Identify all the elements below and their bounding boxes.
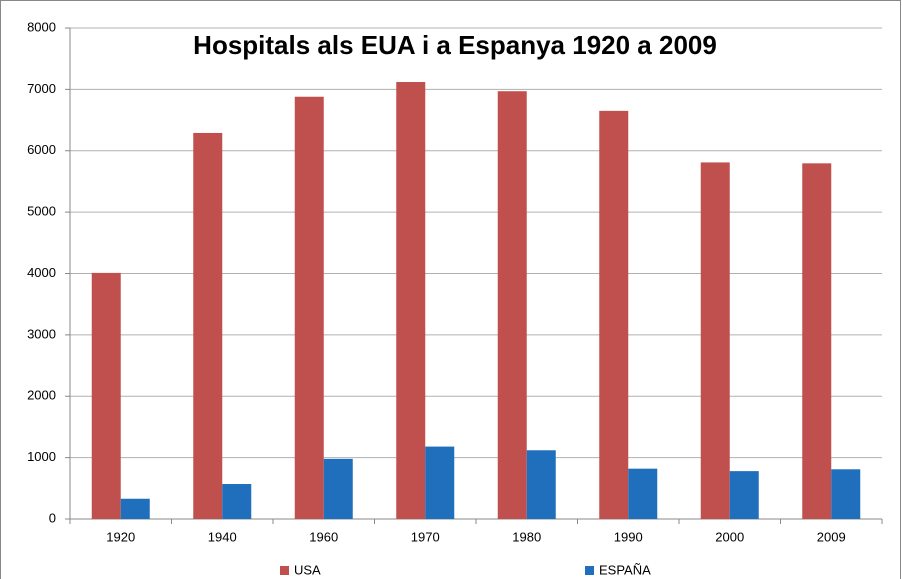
x-tick-label: 1920 xyxy=(106,529,135,544)
legend-swatch xyxy=(585,566,594,575)
y-tick-label: 2000 xyxy=(27,388,56,403)
y-tick-label: 7000 xyxy=(27,81,56,96)
x-tick-label: 1960 xyxy=(309,529,338,544)
x-tick-label: 1970 xyxy=(411,529,440,544)
bar xyxy=(396,82,426,519)
y-tick-label: 1000 xyxy=(27,449,56,464)
bar xyxy=(628,468,658,519)
y-tick-label: 8000 xyxy=(27,19,56,34)
bar xyxy=(497,91,527,519)
legend-label: ESPAÑA xyxy=(599,562,651,577)
bar xyxy=(526,450,556,519)
x-tick-label: 1990 xyxy=(614,529,643,544)
bar xyxy=(802,163,832,519)
bar xyxy=(294,96,324,520)
bar xyxy=(323,458,353,519)
bar xyxy=(729,471,759,519)
x-tick-label: 1940 xyxy=(208,529,237,544)
bar xyxy=(91,272,121,519)
legend-label: USA xyxy=(294,562,321,577)
x-tick-label: 2009 xyxy=(817,529,846,544)
bar xyxy=(193,132,223,520)
x-tick-label: 1980 xyxy=(512,529,541,544)
bar xyxy=(831,469,861,519)
chart-title: Hospitals als EUA i a Espanya 1920 a 200… xyxy=(193,30,717,60)
legend-swatch xyxy=(280,566,289,575)
y-tick-label: 0 xyxy=(49,510,56,525)
y-tick-label: 6000 xyxy=(27,142,56,157)
bar xyxy=(599,110,629,519)
bar xyxy=(425,446,455,519)
y-tick-label: 5000 xyxy=(27,204,56,219)
bar xyxy=(700,162,730,519)
bar xyxy=(222,484,252,519)
y-tick-label: 4000 xyxy=(27,265,56,280)
y-tick-label: 3000 xyxy=(27,326,56,341)
bar xyxy=(120,498,150,519)
x-tick-label: 2000 xyxy=(715,529,744,544)
